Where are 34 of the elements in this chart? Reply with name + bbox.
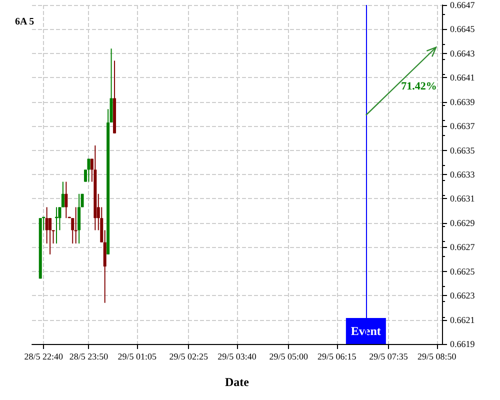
y-tick-label: 0.6637 (450, 121, 476, 132)
x-axis-title: Date (225, 375, 250, 389)
candlestick (87, 158, 90, 182)
y-tick-label: 0.6643 (450, 48, 476, 58)
y-tick-label: 0.6629 (450, 218, 476, 228)
x-tick-label: 28/5 22:40 (24, 352, 64, 362)
candlestick (45, 206, 48, 244)
y-tick-label: 0.6633 (450, 170, 476, 180)
x-tick-label: 29/5 07:35 (369, 352, 408, 362)
candlestick (48, 218, 52, 255)
x-tick-label: 29/5 06:15 (318, 352, 357, 362)
y-tick-label: 0.6623 (450, 290, 476, 301)
y-tick-label: 0.6639 (450, 96, 476, 107)
y-tick-label: 0.6645 (450, 24, 476, 34)
x-tick-label: 28/5 23:50 (69, 352, 109, 362)
candlestick (61, 181, 64, 208)
y-tick-label: 0.6631 (450, 194, 475, 204)
x-tick-label: 29/5 05:00 (269, 352, 308, 362)
x-tick-label: 29/5 01:05 (118, 352, 157, 362)
candlestick (78, 193, 81, 244)
y-tick-label: 0.6625 (450, 266, 476, 276)
text: 6A 5 (15, 16, 34, 28)
candlestick (64, 181, 68, 219)
y-tick-label: 0.6647 (450, 0, 476, 10)
y-tick-label: 0.6627 (450, 242, 476, 252)
y-tick-label: 0.6641 (450, 72, 475, 83)
x-tick-label: 29/5 03:40 (218, 352, 257, 362)
y-tick-label: 0.6621 (450, 314, 475, 325)
x-tick-label: 29/5 02:25 (169, 352, 209, 362)
y-tick-label: 0.6619 (450, 339, 476, 349)
annotation: 71.42% (401, 80, 437, 92)
x-tick-label: 29/5 08:50 (417, 352, 457, 362)
y-tick-label: 0.6635 (450, 145, 476, 156)
candlestick (74, 206, 78, 244)
